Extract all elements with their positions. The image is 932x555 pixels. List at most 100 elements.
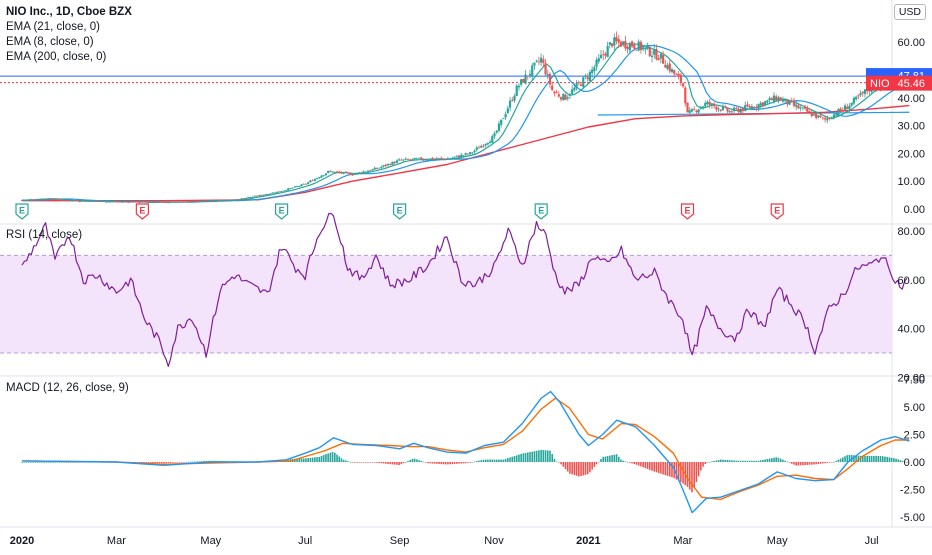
last-price-tag (866, 75, 932, 91)
candle-body (646, 45, 649, 49)
candle-body (841, 109, 844, 111)
candle-body (151, 202, 154, 204)
chart-title[interactable]: NIO Inc., 1D, Cboe BZX (6, 6, 132, 18)
candle-body (320, 175, 323, 178)
macd-histogram-bar (427, 462, 429, 464)
candle-body (169, 201, 172, 203)
candle-body (373, 167, 376, 170)
macd-histogram-bar (529, 452, 531, 462)
macd-histogram-bar (717, 460, 720, 462)
macd-histogram-bar (799, 462, 802, 466)
macd-histogram-bar (682, 462, 684, 484)
candle-body (333, 171, 336, 173)
candle-body (340, 172, 343, 174)
candle-body (797, 105, 800, 109)
candle-body (693, 109, 696, 110)
candle-body (775, 96, 778, 101)
macd-histogram-bar (611, 455, 613, 462)
candle-body (409, 159, 412, 161)
earnings-marker-4 (534, 203, 548, 220)
candle-body (826, 118, 829, 121)
macd-histogram-bar (160, 462, 163, 464)
macd-histogram-bar (839, 458, 842, 462)
candle-body (160, 201, 163, 203)
candle-body (224, 200, 228, 202)
candle-body (673, 69, 676, 74)
ema21-legend-label[interactable]: EMA (21, close, 0) (6, 21, 100, 33)
candle-body (145, 201, 148, 203)
macd-histogram-bar (158, 462, 161, 464)
candle-body (384, 164, 387, 166)
macd-histogram-bar (697, 462, 700, 477)
candle-body (648, 47, 651, 57)
macd-histogram-bar (793, 462, 795, 465)
candle-body (484, 143, 487, 146)
macd-histogram-bar (351, 462, 354, 463)
macd-histogram-bar (755, 460, 758, 462)
macd-histogram-bar (329, 452, 332, 462)
candle-body (573, 87, 576, 91)
candle-body (728, 111, 731, 113)
macd-histogram-bar (655, 462, 658, 473)
ema8-legend-label[interactable]: EMA (8, close, 0) (6, 36, 94, 48)
macd-histogram-bar (298, 458, 301, 462)
macd-histogram-bar (442, 462, 445, 465)
macd-histogram-bar (300, 458, 303, 462)
macd-histogram-bar (802, 462, 804, 466)
macd-histogram-bar (766, 459, 769, 462)
macd-histogram-bar (777, 457, 780, 462)
rsi-legend-label[interactable]: RSI (14, close) (6, 229, 83, 241)
candle-body (98, 201, 101, 203)
candle-body (657, 58, 660, 60)
macd-histogram-bar (788, 462, 791, 463)
macd-histogram-bar (651, 462, 653, 471)
macd-histogram-bar (462, 462, 465, 464)
macd-legend-label[interactable]: MACD (12, 26, close, 9) (6, 382, 129, 394)
macd-histogram-bar (782, 459, 784, 462)
macd-histogram-bar (675, 462, 678, 480)
candle-body (162, 201, 166, 203)
macd-histogram-bar (573, 462, 576, 476)
macd-histogram-bar (828, 462, 831, 463)
candle-body (165, 201, 168, 203)
candle-body (85, 201, 88, 202)
macd-histogram-bar (762, 459, 764, 462)
candle-body (284, 190, 288, 192)
macd-histogram-bar (595, 462, 598, 465)
currency-badge[interactable]: USD (893, 4, 926, 20)
macd-histogram-bar (458, 462, 460, 464)
candle-body (398, 159, 401, 161)
macd-histogram-bar (708, 461, 711, 463)
candle-body (690, 109, 694, 112)
macd-histogram-bar (668, 462, 671, 477)
candle-body (291, 187, 294, 189)
macd-histogram-bar (864, 455, 866, 462)
candle-body (713, 103, 716, 107)
macd-histogram-bar (591, 462, 593, 470)
ema200-legend-label[interactable]: EMA (200, close, 0) (6, 51, 107, 63)
macd-histogram-bar (897, 459, 900, 462)
macd-histogram-bar (138, 462, 141, 463)
macd-histogram-bar (524, 452, 527, 462)
macd-histogram-bar (846, 455, 849, 462)
macd-histogram-bar (154, 462, 156, 463)
macd-histogram-bar (904, 461, 906, 463)
candle-body (562, 93, 565, 101)
macd-histogram-bar (400, 462, 403, 465)
macd-histogram-bar (489, 459, 491, 462)
candle-body (178, 201, 181, 203)
macd-histogram-bar (460, 462, 463, 464)
macd-histogram-bar (571, 462, 573, 475)
macd-histogram-bar (515, 455, 518, 462)
candle-body (111, 201, 115, 203)
macd-histogram-bar (600, 459, 602, 462)
candle-body (784, 98, 787, 101)
last-price-tag-symbol: NIO (870, 78, 890, 90)
macd-histogram-bar (156, 462, 159, 464)
macd-histogram-bar (726, 460, 729, 462)
macd-histogram-bar (362, 462, 365, 463)
macd-histogram-bar (751, 460, 753, 462)
macd-histogram-bar (733, 460, 735, 462)
